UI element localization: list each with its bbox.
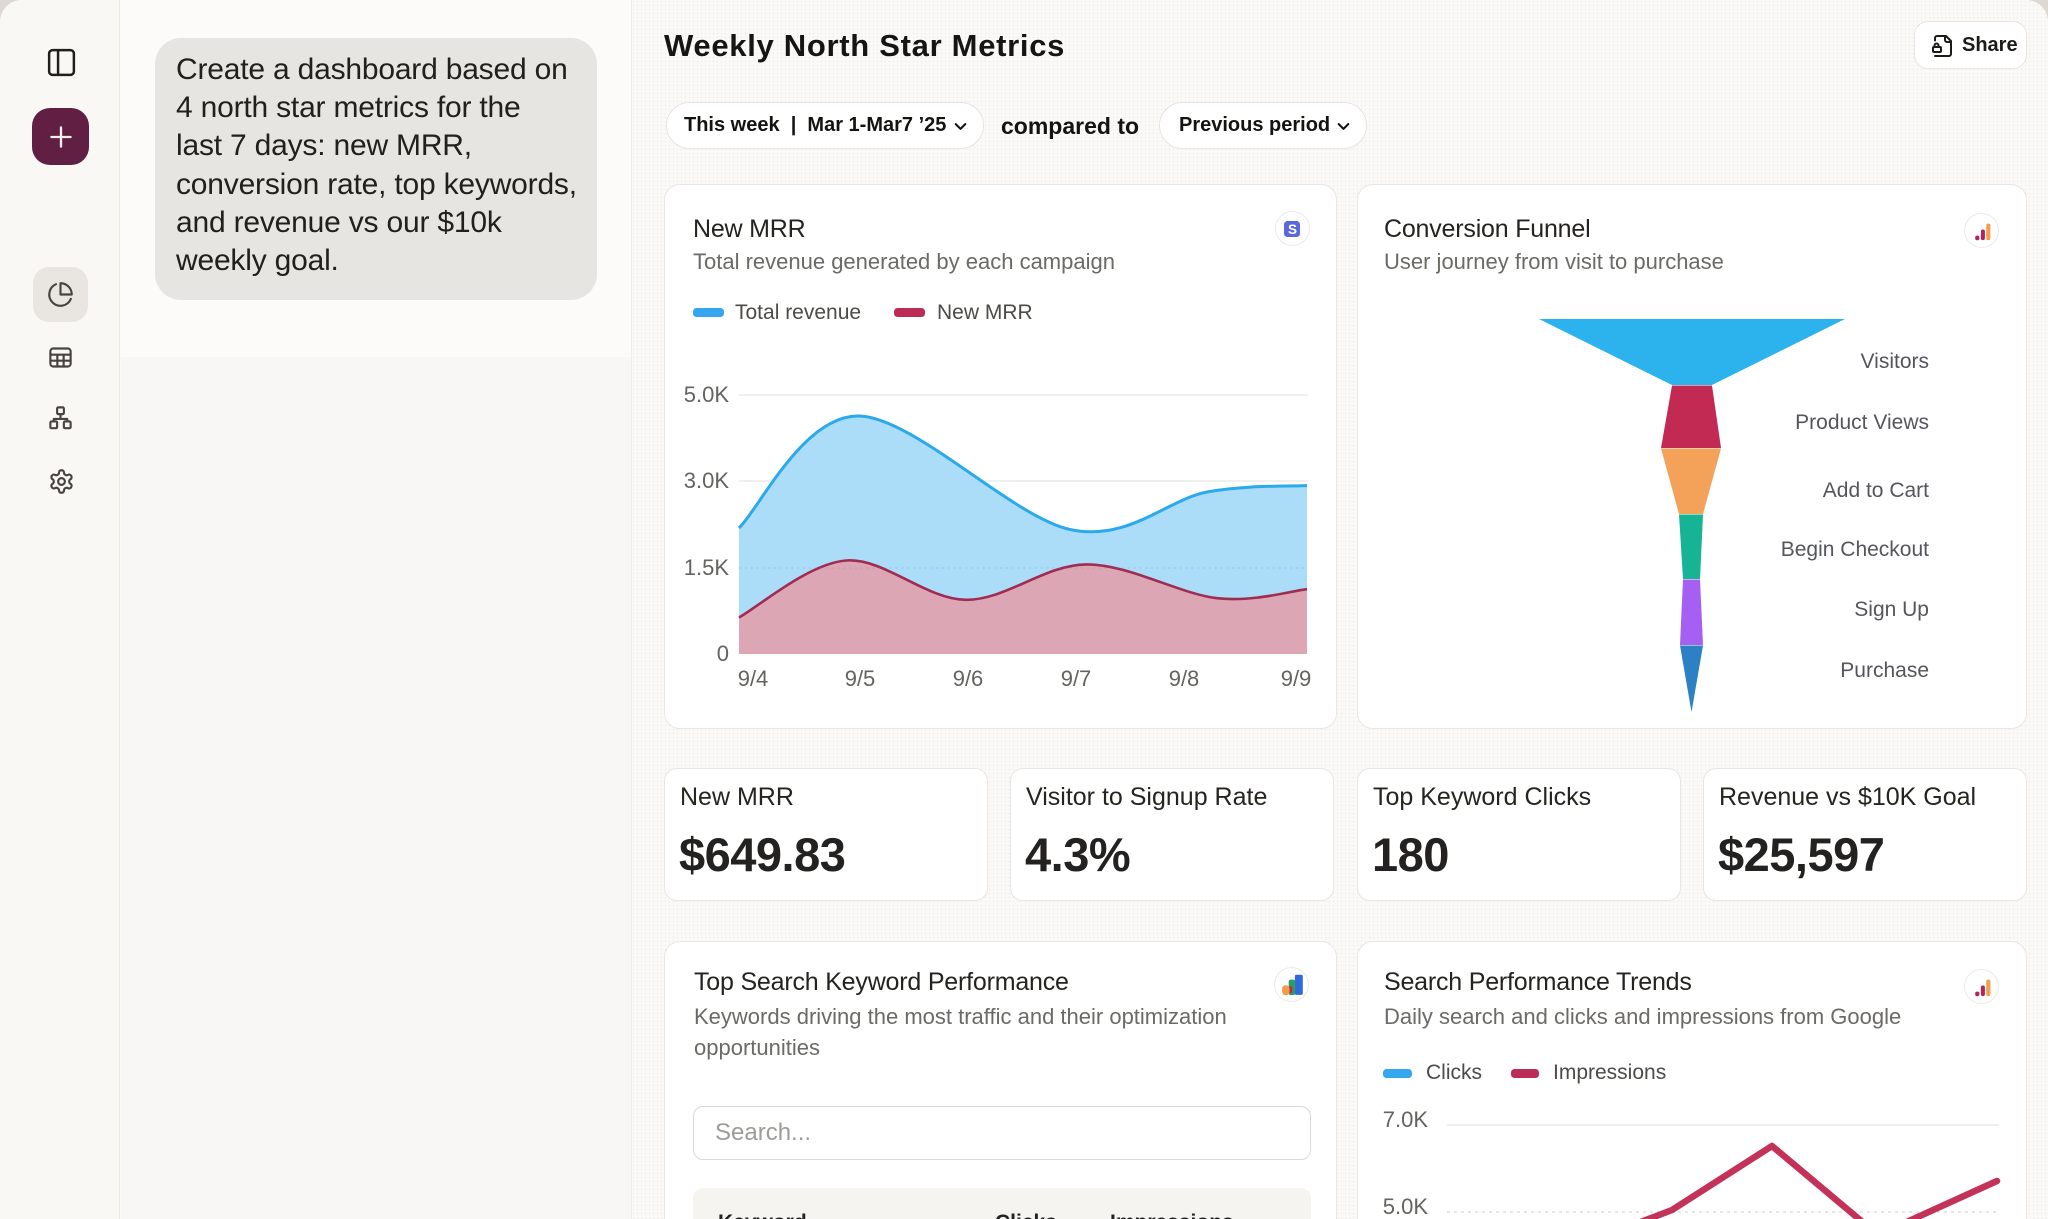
svg-text:9/9: 9/9 xyxy=(1281,666,1312,691)
svg-text:9/4: 9/4 xyxy=(738,666,769,691)
svg-text:Add to Cart: Add to Cart xyxy=(1823,479,1929,502)
svg-text:Sign Up: Sign Up xyxy=(1854,598,1929,621)
svg-text:1.5K: 1.5K xyxy=(684,555,730,580)
svg-text:Product Views: Product Views xyxy=(1795,411,1929,434)
svg-text:9/6: 9/6 xyxy=(953,666,984,691)
svg-text:3.0K: 3.0K xyxy=(684,468,730,493)
svg-text:0: 0 xyxy=(717,641,729,666)
svg-text:7.0K: 7.0K xyxy=(1383,1107,1429,1132)
svg-text:9/8: 9/8 xyxy=(1169,666,1200,691)
svg-text:Purchase: Purchase xyxy=(1840,659,1929,682)
svg-text:5.0K: 5.0K xyxy=(1383,1194,1429,1219)
svg-text:Visitors: Visitors xyxy=(1861,350,1929,373)
svg-text:5.0K: 5.0K xyxy=(684,382,730,407)
svg-text:9/7: 9/7 xyxy=(1061,666,1092,691)
svg-text:Begin Checkout: Begin Checkout xyxy=(1781,538,1929,561)
svg-text:9/5: 9/5 xyxy=(845,666,876,691)
